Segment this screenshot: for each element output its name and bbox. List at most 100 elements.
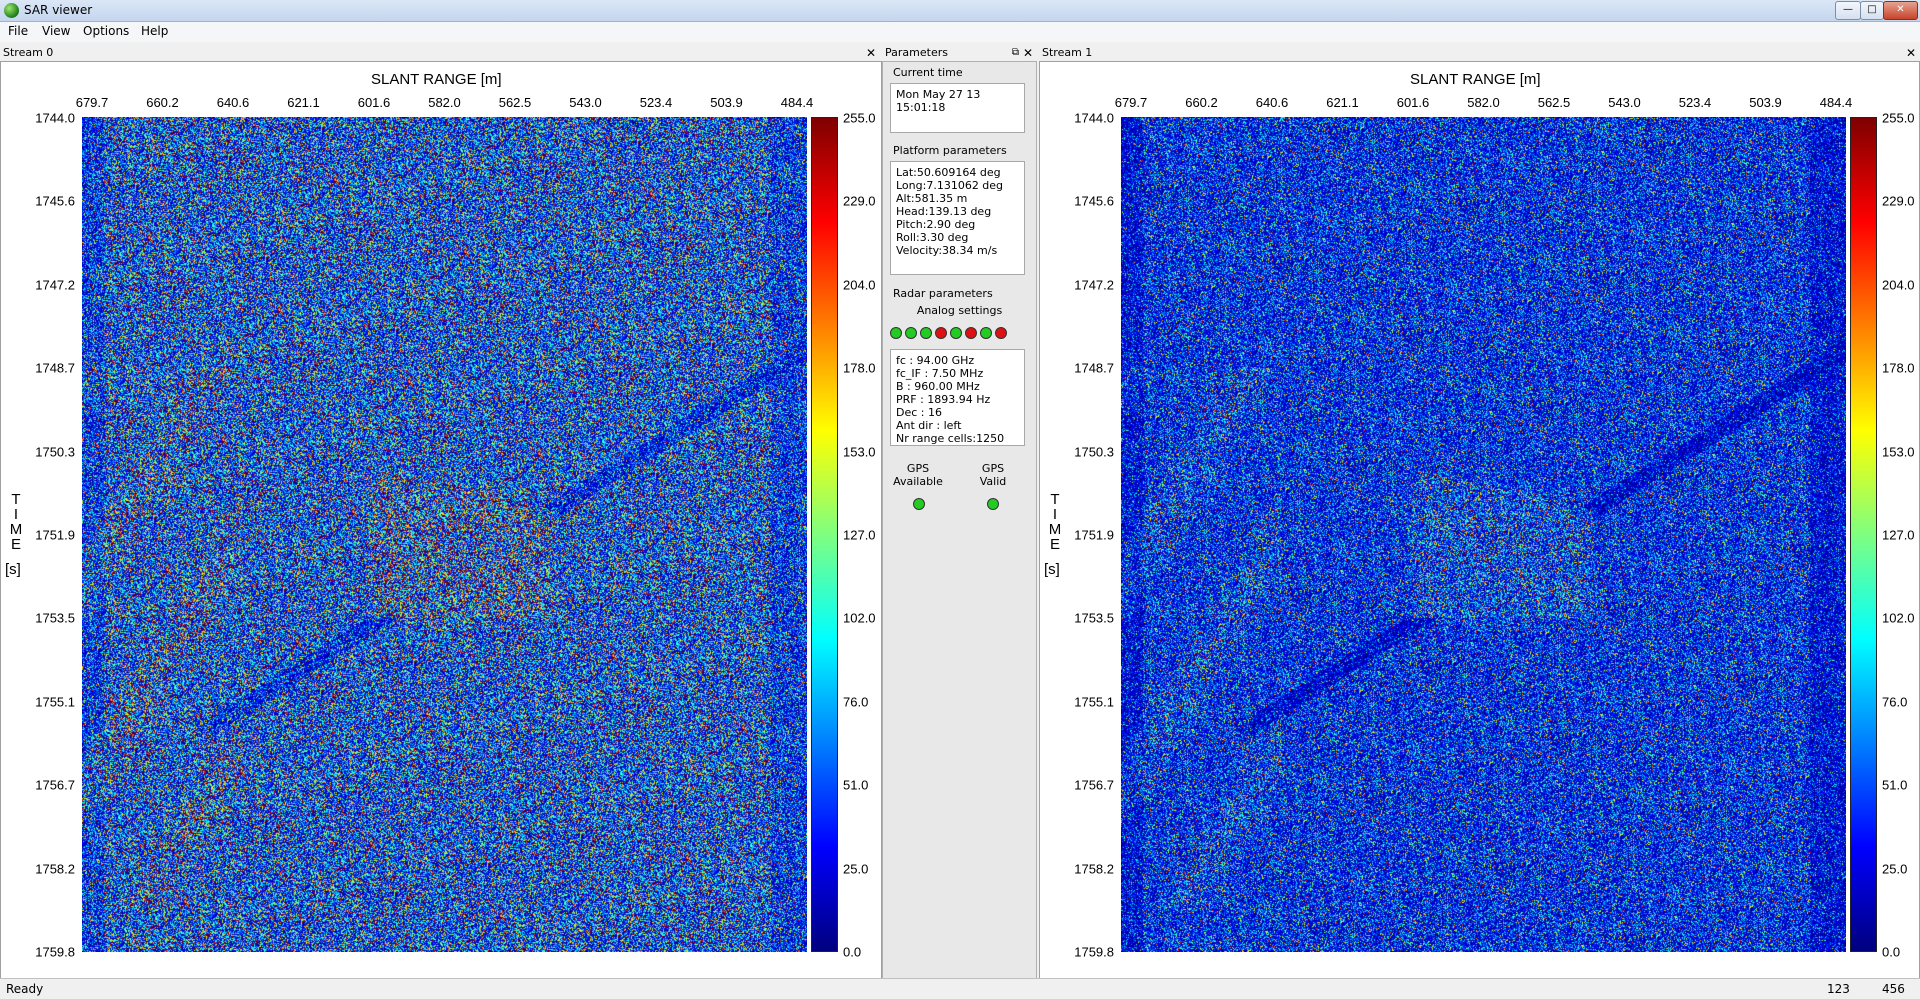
- gps-available-label: GPS Available: [893, 462, 943, 488]
- stream1-y-tick: 1751.9: [1074, 527, 1114, 543]
- stream0-colorbar-tick: 51.0: [843, 777, 869, 793]
- platform-pitch: Pitch:2.90 deg: [896, 218, 976, 231]
- stream0-sar-image[interactable]: [82, 117, 807, 952]
- platform-label: Platform parameters: [893, 144, 1007, 157]
- menu-options[interactable]: Options: [83, 24, 130, 38]
- stream0-y-letter: M: [9, 521, 23, 538]
- stream0-colorbar-tick: 102.0: [843, 610, 876, 626]
- stream0-y-tick: 1756.7: [35, 777, 75, 793]
- menu-bar: File View Options Help: [0, 22, 1920, 42]
- analog-settings-label: Analog settings: [916, 304, 1003, 317]
- stream1-y-letter: E: [1049, 536, 1060, 553]
- gps-available-label-line2: Available: [893, 475, 943, 488]
- stream0-y-letter: T: [11, 491, 21, 508]
- stream0-colorbar-tick: 25.0: [843, 861, 869, 877]
- platform-alt: Alt:581.35 m: [896, 192, 968, 205]
- stream0-colorbar: [811, 117, 838, 952]
- stream1-y-tick: 1759.8: [1074, 944, 1114, 960]
- radar-prf: PRF : 1893.94 Hz: [896, 393, 991, 406]
- radar-fc-if: fc_IF : 7.50 MHz: [896, 367, 984, 380]
- parameters-close-icon[interactable]: ✕: [1022, 46, 1033, 60]
- stream1-close-icon[interactable]: ✕: [1905, 46, 1916, 60]
- stream1-y-tick: 1747.2: [1074, 277, 1114, 293]
- stream0-title: Stream 0: [3, 46, 54, 59]
- stream1-colorbar: [1850, 117, 1877, 952]
- platform-velocity: Velocity:38.34 m/s: [896, 244, 998, 257]
- status-text: Ready: [6, 982, 44, 996]
- gps-available-label-line1: GPS: [906, 462, 930, 475]
- stream0-x-tick: 679.7: [75, 95, 109, 110]
- menu-file[interactable]: File: [8, 24, 29, 38]
- stream1-x-tick: 543.0: [1608, 95, 1641, 110]
- parameters-panel: Current time Mon May 27 13 15:01:18 Plat…: [882, 61, 1037, 979]
- stream1-y-letter: M: [1048, 521, 1062, 538]
- stream0-x-tick: 503.9: [710, 95, 743, 110]
- minimize-button[interactable]: —: [1835, 1, 1861, 20]
- stream0-colorbar-tick: 178.0: [843, 360, 876, 376]
- title-bar: SAR viewer — □ ✕: [0, 0, 1920, 22]
- menu-view[interactable]: View: [42, 24, 71, 38]
- dock-icon[interactable]: ⧉: [1011, 47, 1019, 58]
- menu-help[interactable]: Help: [141, 24, 169, 38]
- stream1-sar-image[interactable]: [1121, 117, 1846, 952]
- stream1-title: Stream 1: [1042, 46, 1093, 59]
- stream0-colorbar-tick: 0.0: [843, 944, 862, 960]
- analog-led-green: [920, 327, 932, 339]
- stream1-colorbar-tick: 127.0: [1882, 527, 1915, 543]
- stream0-x-tick: 640.6: [216, 95, 250, 110]
- stream0-x-tick: 660.2: [146, 95, 179, 110]
- analog-led-green: [890, 327, 902, 339]
- platform-box: Lat:50.609164 deg Long:7.131062 deg Alt:…: [890, 161, 1025, 275]
- stream1-colorbar-tick: 255.0: [1882, 110, 1915, 126]
- stream1-colorbar-tick: 153.0: [1882, 444, 1915, 460]
- platform-head: Head:139.13 deg: [896, 205, 992, 218]
- stream1-y-letter: I: [1052, 506, 1058, 523]
- stream1-colorbar-tick: 25.0: [1882, 861, 1908, 877]
- gps-valid-label: GPS Valid: [968, 462, 1018, 488]
- status-field-1: 123: [1827, 982, 1850, 996]
- stream1-x-title: SLANT RANGE [m]: [1410, 71, 1541, 88]
- stream0-colorbar-tick: 229.0: [843, 193, 876, 209]
- stream0-y-title: T I M E: [9, 492, 23, 552]
- stream0-colorbar-tick: 153.0: [843, 444, 876, 460]
- stream0-x-tick: 601.6: [357, 95, 391, 110]
- current-time-clock: 15:01:18: [896, 101, 946, 114]
- stream1-y-title: T I M E: [1048, 492, 1062, 552]
- analog-led-red: [935, 327, 947, 339]
- stream0-panel: SLANT RANGE [m] 679.7 660.2 640.6 621.1 601.…: [0, 61, 882, 979]
- stream0-x-tick: 562.5: [498, 95, 532, 110]
- analog-led-green: [980, 327, 992, 339]
- parameters-header: Parameters ⧉ ✕: [882, 45, 1037, 61]
- close-button[interactable]: ✕: [1883, 1, 1918, 20]
- stream1-x-tick: 562.5: [1537, 95, 1571, 110]
- stream0-y-tick: 1758.2: [35, 861, 75, 877]
- stream0-x-tick: 543.0: [569, 95, 602, 110]
- stream1-x-tick: 484.4: [1819, 95, 1853, 110]
- stream0-y-tick: 1744.0: [35, 110, 75, 126]
- stream0-y-letter: I: [13, 506, 19, 523]
- stream0-y-tick: 1759.8: [35, 944, 75, 960]
- stream1-y-unit: [s]: [1044, 561, 1060, 578]
- stream0-colorbar-tick: 204.0: [843, 277, 876, 293]
- stream1-x-tick: 621.1: [1326, 95, 1359, 110]
- stream0-close-icon[interactable]: ✕: [865, 46, 876, 60]
- stream1-y-tick: 1750.3: [1074, 444, 1114, 460]
- stream1-y-tick: 1756.7: [1074, 777, 1114, 793]
- status-field-2: 456: [1882, 982, 1905, 996]
- radar-label: Radar parameters: [893, 287, 993, 300]
- platform-lat: Lat:50.609164 deg: [896, 166, 1001, 179]
- stream1-panel: SLANT RANGE [m] 679.7 660.2 640.6 621.1 601.…: [1039, 61, 1920, 979]
- stream0-header: Stream 0 ✕: [0, 45, 880, 61]
- current-time-label: Current time: [893, 66, 963, 79]
- current-time-box: Mon May 27 13 15:01:18: [890, 83, 1025, 133]
- current-time-date: Mon May 27 13: [896, 88, 981, 101]
- stream0-y-unit: [s]: [5, 561, 21, 578]
- stream0-x-tick: 582.0: [428, 95, 461, 110]
- app-icon: [4, 3, 19, 18]
- maximize-button[interactable]: □: [1860, 1, 1884, 20]
- stream1-colorbar-tick: 178.0: [1882, 360, 1915, 376]
- stream1-colorbar-tick: 229.0: [1882, 193, 1915, 209]
- analog-led-red: [995, 327, 1007, 339]
- parameters-title: Parameters: [885, 46, 948, 59]
- gps-led-green: [987, 498, 999, 510]
